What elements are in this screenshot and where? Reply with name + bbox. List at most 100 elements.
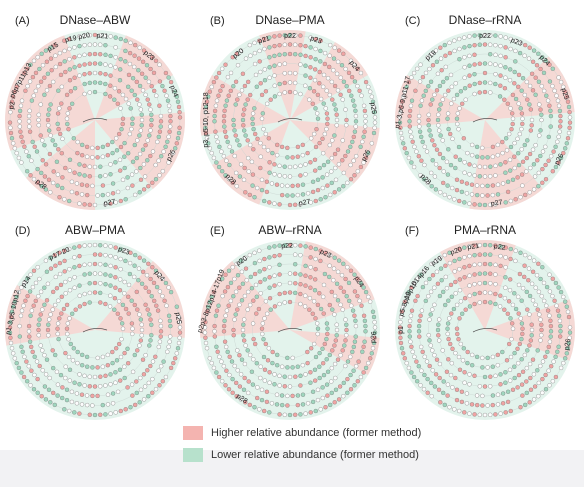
dot	[546, 344, 551, 350]
dot	[533, 143, 538, 148]
dot	[214, 370, 219, 375]
dot	[348, 144, 353, 149]
dot	[67, 67, 72, 72]
dot	[295, 154, 300, 159]
dot	[547, 339, 553, 344]
dot	[488, 243, 493, 248]
dot	[401, 94, 406, 99]
dot	[336, 187, 342, 192]
dot	[452, 48, 457, 54]
dot	[59, 294, 64, 299]
dot	[429, 184, 434, 189]
dot	[477, 33, 482, 38]
dot	[467, 293, 472, 298]
dot	[404, 360, 409, 366]
dot	[167, 339, 172, 344]
dot	[14, 294, 19, 300]
dot	[462, 370, 467, 375]
dot	[540, 390, 545, 395]
dot	[50, 348, 55, 353]
dot	[440, 138, 445, 143]
dot	[248, 352, 253, 358]
dot	[55, 331, 60, 337]
dot	[416, 113, 422, 119]
dot	[538, 276, 543, 282]
dot	[402, 89, 407, 94]
dot	[203, 104, 209, 110]
dot	[153, 177, 159, 182]
dot	[225, 139, 230, 145]
dot	[533, 92, 538, 97]
dot	[139, 327, 145, 333]
dot	[317, 81, 322, 86]
dot	[243, 133, 248, 138]
dot	[56, 298, 61, 303]
dot	[220, 276, 225, 281]
dot	[344, 333, 349, 338]
dot	[287, 70, 293, 76]
dot	[32, 144, 37, 149]
dot	[470, 363, 475, 368]
dot	[567, 120, 573, 125]
dot	[555, 98, 561, 103]
dot	[310, 399, 316, 405]
dot	[240, 71, 246, 76]
dot	[336, 258, 342, 263]
dot	[126, 282, 132, 288]
dot	[538, 338, 543, 343]
dot	[108, 411, 113, 416]
dot	[461, 136, 466, 141]
dot	[428, 289, 434, 294]
dot	[520, 393, 525, 398]
dot	[553, 144, 558, 149]
dot	[447, 405, 452, 410]
dot	[27, 108, 32, 113]
dot	[372, 325, 378, 330]
dot	[436, 112, 441, 117]
dot	[545, 98, 551, 103]
dot	[508, 316, 513, 321]
dot	[53, 64, 58, 70]
dot	[359, 93, 364, 98]
dot	[558, 323, 563, 329]
dot	[407, 119, 412, 124]
dot	[414, 359, 419, 364]
dot	[117, 288, 123, 293]
dot	[105, 153, 110, 158]
dot	[467, 263, 472, 269]
dot	[318, 248, 323, 253]
dot	[246, 169, 251, 174]
dot	[488, 33, 493, 38]
dot	[134, 169, 139, 174]
dot	[426, 84, 431, 89]
dot	[457, 46, 462, 52]
dot	[327, 53, 332, 58]
dot	[72, 86, 78, 91]
dot	[137, 255, 142, 260]
dot	[520, 183, 525, 188]
dot	[241, 322, 246, 327]
dot	[110, 150, 115, 156]
dot	[19, 370, 24, 375]
dot	[287, 89, 293, 95]
dot	[255, 136, 260, 141]
dot	[498, 244, 503, 249]
dot	[220, 379, 225, 384]
dot	[84, 183, 90, 188]
dot	[129, 382, 135, 387]
dot	[503, 255, 508, 260]
dot	[519, 111, 525, 116]
dot	[40, 138, 45, 143]
dot	[209, 294, 214, 300]
dot	[330, 97, 335, 102]
dot	[235, 138, 240, 143]
dot	[558, 79, 564, 85]
panel-letter: (C)	[405, 15, 420, 27]
dot	[168, 119, 173, 124]
dot	[214, 308, 220, 313]
dot	[485, 365, 490, 370]
dot	[429, 261, 434, 266]
dot	[437, 107, 442, 112]
dot	[524, 365, 529, 371]
dot	[141, 397, 147, 402]
